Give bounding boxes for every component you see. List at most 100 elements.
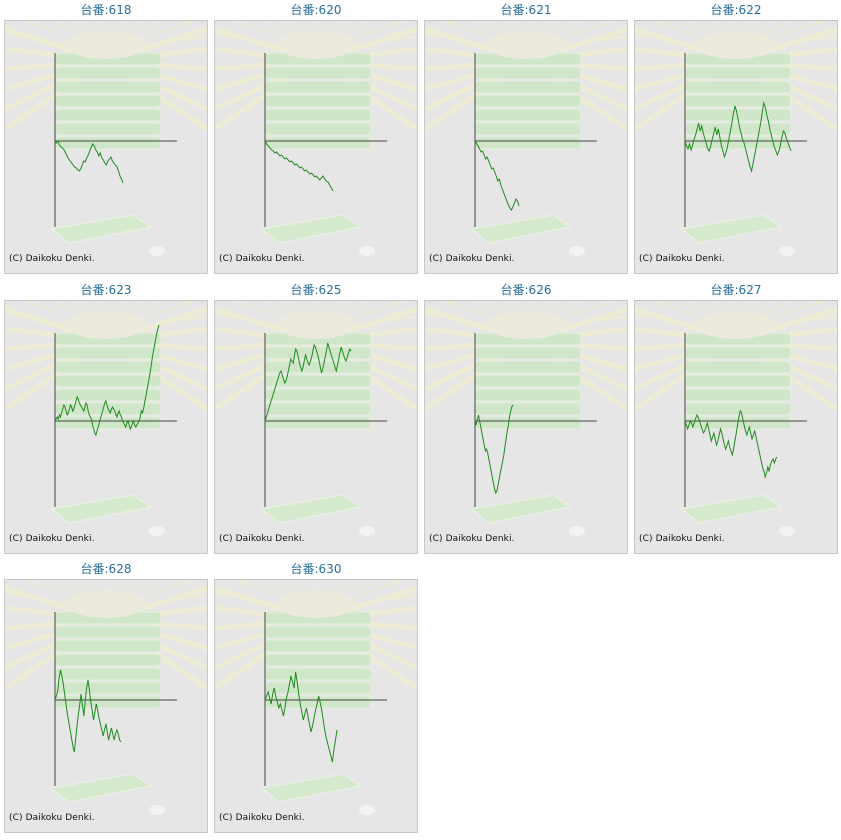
machine-graph-card[interactable]: 台番:626 (C) Daikoku Denki.	[424, 280, 628, 554]
backdrop-ray	[90, 301, 106, 331]
machine-graph-card[interactable]: 台番:621 (C) Daikoku Denki.	[424, 0, 628, 274]
backdrop-cup	[486, 31, 566, 59]
copyright-text: (C) Daikoku Denki.	[429, 534, 515, 544]
backdrop-ray	[90, 580, 106, 610]
backdrop-plate	[469, 494, 573, 524]
backdrop-tray	[474, 108, 582, 122]
backdrop-plate	[49, 773, 153, 803]
graph-panel: (C) Daikoku Denki.	[214, 20, 418, 274]
payout-series-line	[684, 409, 778, 479]
backdrop-tray	[264, 94, 372, 108]
backdrop-tray	[684, 136, 792, 150]
backdrop-ray	[442, 21, 526, 51]
graph-panel: (C) Daikoku Denki.	[4, 300, 208, 554]
payout-series-line	[474, 140, 520, 211]
backdrop-tray	[474, 416, 582, 430]
machine-graph-card[interactable]: 台番:625 (C) Daikoku Denki.	[214, 280, 418, 554]
backdrop-tray	[264, 80, 372, 94]
backdrop-ray	[232, 301, 316, 331]
machine-number-title[interactable]: 台番:626	[500, 283, 552, 297]
machine-number-title[interactable]: 台番:618	[80, 3, 132, 17]
machine-graph-card[interactable]: 台番:628 (C) Daikoku Denki.	[4, 559, 208, 833]
copyright-text: (C) Daikoku Denki.	[219, 534, 305, 544]
backdrop-coin	[779, 526, 795, 536]
backdrop-plate	[679, 214, 783, 244]
backdrop-art	[425, 301, 627, 536]
backdrop-tray	[54, 136, 162, 150]
backdrop-cup	[276, 31, 356, 59]
backdrop-coin	[569, 526, 585, 536]
backdrop-tray	[264, 388, 372, 402]
backdrop-tray	[54, 94, 162, 108]
backdrop-ray	[90, 21, 106, 51]
backdrop-tray	[264, 402, 372, 416]
backdrop-tray	[684, 66, 792, 80]
machine-number-title[interactable]: 台番:627	[710, 283, 762, 297]
backdrop-tray	[54, 122, 162, 136]
backdrop-tray	[474, 66, 582, 80]
graph-svg	[5, 21, 207, 256]
backdrop-art	[215, 21, 417, 256]
backdrop-tray	[54, 681, 162, 695]
backdrop-cup	[696, 311, 776, 339]
backdrop-plate	[49, 494, 153, 524]
graph-panel: (C) Daikoku Denki.	[4, 20, 208, 274]
backdrop-tray	[684, 346, 792, 360]
backdrop-coin	[149, 805, 165, 815]
copyright-text: (C) Daikoku Denki.	[9, 813, 95, 823]
machine-graph-card[interactable]: 台番:623 (C) Daikoku Denki.	[4, 280, 208, 554]
backdrop-tray	[264, 66, 372, 80]
backdrop-ray	[22, 580, 106, 610]
backdrop-coin	[359, 526, 375, 536]
graph-panel: (C) Daikoku Denki.	[424, 20, 628, 274]
backdrop-cup	[486, 311, 566, 339]
backdrop-tray	[684, 360, 792, 374]
graph-svg	[215, 301, 417, 536]
machine-number-title[interactable]: 台番:621	[500, 3, 552, 17]
copyright-text: (C) Daikoku Denki.	[219, 813, 305, 823]
backdrop-tray	[474, 94, 582, 108]
machine-graph-card[interactable]: 台番:620 (C) Daikoku Denki.	[214, 0, 418, 274]
machine-graph-card[interactable]: 台番:622 (C) Daikoku Denki.	[634, 0, 838, 274]
backdrop-tray	[264, 667, 372, 681]
backdrop-tray	[684, 80, 792, 94]
machine-graph-card[interactable]: 台番:618 (C) Daikoku Denki.	[4, 0, 208, 274]
backdrop-tray	[684, 94, 792, 108]
graph-svg	[425, 301, 627, 536]
backdrop-art	[425, 21, 627, 256]
machine-number-title[interactable]: 台番:630	[290, 562, 342, 576]
backdrop-tray	[54, 80, 162, 94]
machine-number-title[interactable]: 台番:628	[80, 562, 132, 576]
machine-number-title[interactable]: 台番:622	[710, 3, 762, 17]
payout-series-line	[264, 140, 334, 192]
backdrop-coin	[569, 246, 585, 256]
machine-number-title[interactable]: 台番:620	[290, 3, 342, 17]
backdrop-tray	[264, 108, 372, 122]
graph-panel: (C) Daikoku Denki.	[214, 579, 418, 833]
backdrop-ray	[442, 301, 526, 331]
backdrop-plate	[259, 773, 363, 803]
backdrop-coin	[359, 246, 375, 256]
machine-graph-card[interactable]: 台番:627 (C) Daikoku Denki.	[634, 280, 838, 554]
copyright-text: (C) Daikoku Denki.	[429, 254, 515, 264]
backdrop-tray	[54, 360, 162, 374]
backdrop-tray	[474, 136, 582, 150]
backdrop-tray	[54, 346, 162, 360]
payout-series-line	[264, 671, 338, 763]
backdrop-tray	[54, 695, 162, 709]
backdrop-cup	[66, 31, 146, 59]
backdrop-tray	[54, 639, 162, 653]
machine-graph-card[interactable]: 台番:630 (C) Daikoku Denki.	[214, 559, 418, 833]
machine-number-title[interactable]: 台番:623	[80, 283, 132, 297]
graph-panel: (C) Daikoku Denki.	[214, 300, 418, 554]
machine-number-title[interactable]: 台番:625	[290, 283, 342, 297]
copyright-text: (C) Daikoku Denki.	[9, 534, 95, 544]
backdrop-tray	[54, 653, 162, 667]
backdrop-tray	[474, 122, 582, 136]
backdrop-tray	[264, 639, 372, 653]
backdrop-cup	[276, 311, 356, 339]
graph-svg	[635, 21, 837, 256]
payout-series-line	[54, 139, 124, 184]
payout-series-line	[54, 324, 160, 437]
backdrop-plate	[469, 214, 573, 244]
